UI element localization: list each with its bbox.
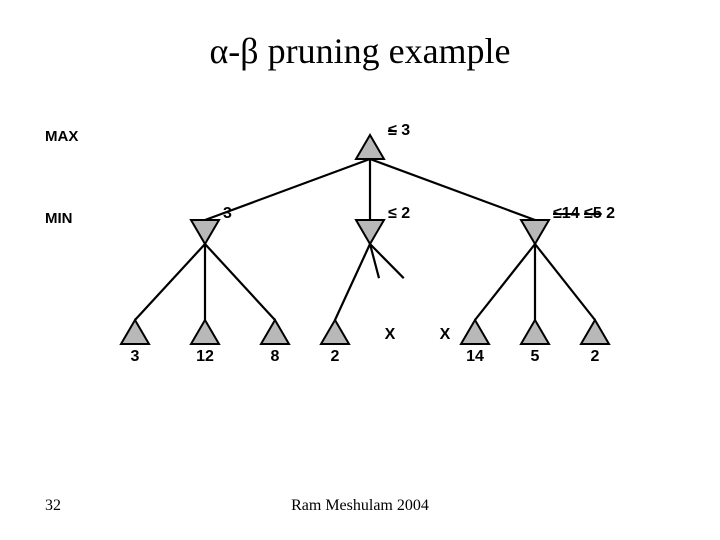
leaf-8: 2 xyxy=(591,348,600,366)
leaf-6: 14 xyxy=(466,348,484,366)
leaf-7: 5 xyxy=(531,348,540,366)
tree-diagram: MAX MIN ≤ 3 3 ≤ 2 ≤14 ≤5 2 3 12 8 2 X X … xyxy=(0,110,720,390)
footer-text: Ram Meshulam 2004 xyxy=(0,497,720,515)
min-0-value: 3 xyxy=(223,205,232,222)
leaf-5: X xyxy=(440,326,451,344)
root-value: 3 xyxy=(401,122,410,139)
min-annotation-2: ≤14 ≤5 2 xyxy=(553,205,615,223)
leaf-0: 3 xyxy=(131,348,140,366)
tree-svg xyxy=(0,110,720,390)
leaf-1: 12 xyxy=(196,348,214,366)
leaf-2: 8 xyxy=(271,348,280,366)
page-title: α-β pruning example xyxy=(0,30,720,72)
min-2-struck-0: ≤14 xyxy=(553,205,580,222)
min-annotation-1: ≤ 2 xyxy=(388,205,410,223)
min-1-value: ≤ 2 xyxy=(388,205,410,222)
min-2-struck-1: ≤5 xyxy=(584,205,602,222)
leaf-3: 2 xyxy=(331,348,340,366)
root-annotation: ≤ 3 xyxy=(388,122,410,140)
min-2-value: 2 xyxy=(606,205,615,222)
min-annotation-0: 3 xyxy=(223,205,232,223)
leaf-4: X xyxy=(385,326,396,344)
root-struck: ≤ xyxy=(388,122,397,139)
